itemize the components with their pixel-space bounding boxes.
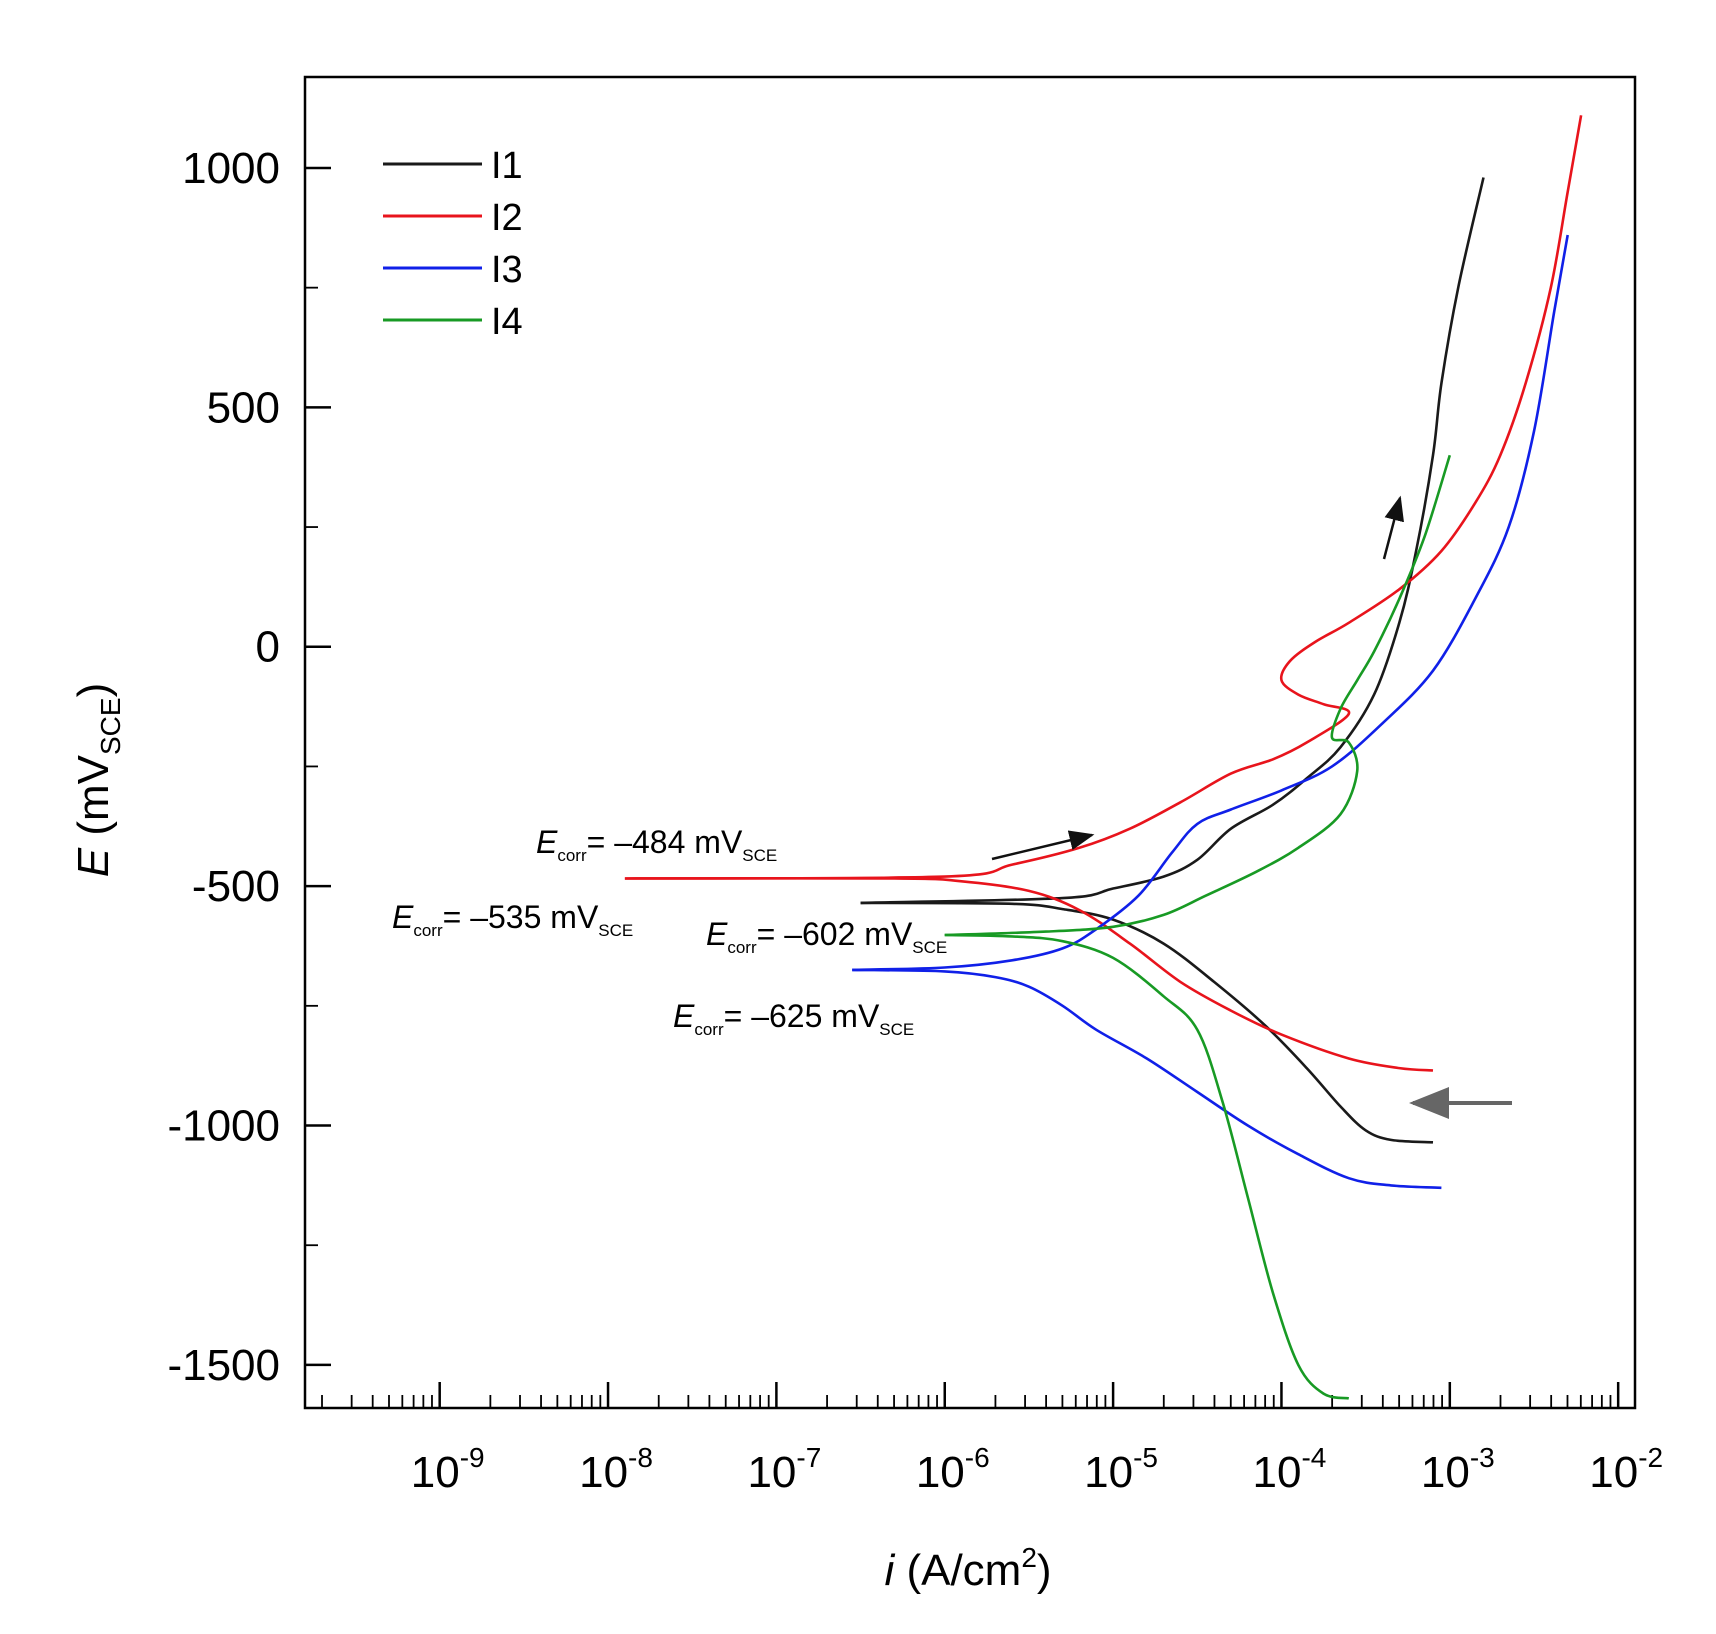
series-i3-cathodic-branch xyxy=(852,968,1442,1190)
legend-label-i3: I3 xyxy=(491,249,523,291)
scan-direction-arrow-up xyxy=(1382,495,1404,560)
y-tick-label: 1000 xyxy=(182,144,280,193)
annotation-ecorr-625: Ecorr= –625 mVSCE xyxy=(673,998,914,1039)
x-axis-title: i (A/cm2) xyxy=(884,1542,1051,1595)
y-tick-labels: 1000 500 0 -500 -1000 -1500 xyxy=(167,144,280,1390)
y-tick-label: -1500 xyxy=(167,1341,280,1390)
annotation-ecorr-535: Ecorr= –535 mVSCE xyxy=(392,899,633,940)
legend-item-i3: I3 xyxy=(383,249,523,291)
x-tick-label: 10-6 xyxy=(916,1442,990,1497)
y-tick-label: -1000 xyxy=(167,1102,280,1151)
y-tick-label: -500 xyxy=(192,862,280,911)
series-i1-anodic-branch xyxy=(860,177,1485,905)
x-tick-label: 10-8 xyxy=(579,1442,653,1497)
x-tick-label: 10-3 xyxy=(1421,1442,1495,1497)
series-i4-anodic-branch xyxy=(944,454,1452,937)
legend-label-i4: I4 xyxy=(491,301,523,343)
x-tick-label: 10-2 xyxy=(1589,1442,1663,1497)
y-axis-title: E (mVSCE) xyxy=(69,683,126,877)
axis-ticks xyxy=(305,166,1620,1408)
x-tick-label: 10-4 xyxy=(1253,1442,1327,1497)
x-tick-label: 10-7 xyxy=(747,1442,821,1497)
series-i4-cathodic-branch xyxy=(944,933,1350,1400)
legend-label-i1: I1 xyxy=(491,145,523,187)
legend: I1 I2 I3 I4 xyxy=(383,145,523,343)
legend-item-i4: I4 xyxy=(383,301,523,343)
series-i1-cathodic-branch xyxy=(860,901,1434,1144)
series-i3-anodic-branch xyxy=(852,234,1569,972)
plot-frame xyxy=(303,75,1637,1410)
series-layer xyxy=(624,115,1583,1400)
y-tick-label: 0 xyxy=(256,623,280,672)
scan-direction-arrow-anodic xyxy=(991,830,1095,861)
annotation-ecorr-602: Ecorr= –602 mVSCE xyxy=(706,916,947,957)
x-tick-labels: 10-9 10-8 10-7 10-6 10-5 10-4 10-3 10-2 xyxy=(411,1442,1663,1497)
x-tick-label: 10-9 xyxy=(411,1442,485,1497)
x-tick-label: 10-5 xyxy=(1084,1442,1158,1497)
y-tick-label: 500 xyxy=(207,383,280,432)
legend-item-i1: I1 xyxy=(383,145,523,187)
legend-item-i2: I2 xyxy=(383,197,523,239)
series-i2-anodic-branch xyxy=(624,115,1583,880)
legend-label-i2: I2 xyxy=(491,197,523,239)
annotation-ecorr-484: Ecorr= –484 mVSCE xyxy=(536,824,777,865)
